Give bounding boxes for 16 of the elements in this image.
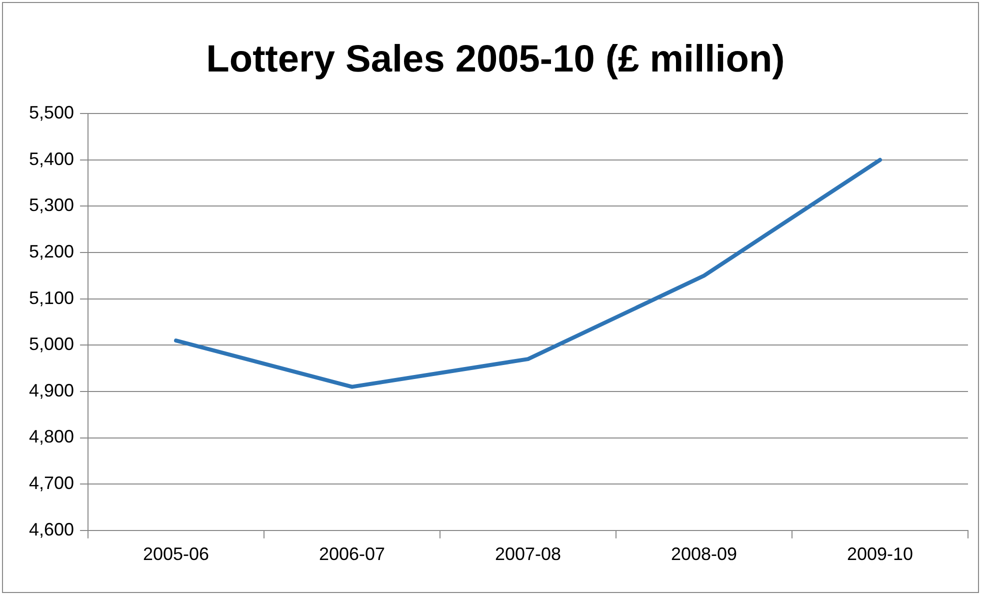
x-tick-label: 2006-07	[319, 544, 386, 564]
y-tick-label: 5,000	[28, 334, 74, 354]
y-tick-label: 5,500	[28, 102, 74, 123]
x-tick-label: 2007-08	[494, 544, 562, 564]
y-tick-label: 4,600	[28, 519, 74, 540]
y-tick-label: 4,800	[28, 426, 74, 447]
y-tick-label: 4,700	[28, 473, 74, 494]
y-tick-label: 5,100	[28, 288, 74, 308]
y-tick-label: 5,400	[28, 148, 74, 169]
chart-title: Lottery Sales 2005-10 (£ million)	[206, 38, 785, 80]
x-tick-label: 2009-10	[846, 544, 914, 564]
y-tick-label: 5,200	[28, 242, 74, 262]
x-tick-label: 2008-09	[670, 544, 738, 564]
y-tick-label: 4,900	[28, 380, 74, 400]
x-tick-label: 2005-06	[143, 544, 210, 564]
y-tick-label: 5,300	[28, 195, 74, 216]
